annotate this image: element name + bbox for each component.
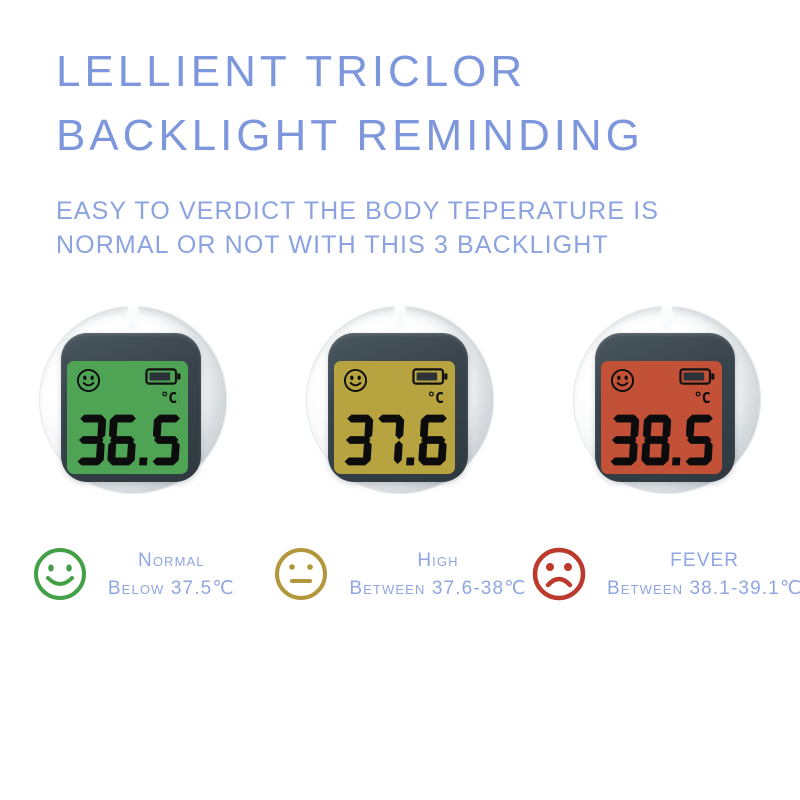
celsius-unit: °C: [426, 389, 444, 408]
legend-high: High Between 37.6-38℃: [267, 546, 534, 602]
smiley-face-icon: [610, 368, 635, 393]
page-subtitle: EASY TO VERDICT THE BODY TEPERATURE IS N…: [56, 194, 770, 262]
lcd-right-stack: °C: [145, 368, 181, 406]
lcd-status-row: °C: [343, 368, 448, 406]
thermometer-fever: °C: [533, 303, 800, 495]
subtitle-line-2: NORMAL OR NOT WITH THIS 3 BACKLIGHT: [56, 231, 609, 260]
lcd-display-green: °C: [67, 361, 189, 475]
thermometer-head: °C: [572, 303, 761, 495]
lcd-status-row: °C: [76, 368, 181, 406]
legend-range: Between 38.1-39.1℃: [606, 577, 800, 599]
thermometer-head: °C: [39, 303, 228, 495]
sad-face-icon: [531, 546, 587, 602]
legend-label: Normal: [137, 549, 205, 571]
subtitle-line-1: EASY TO VERDICT THE BODY TEPERATURE IS: [56, 197, 660, 226]
legend-label: FEVER: [670, 549, 740, 571]
thermometer-head: °C: [305, 303, 494, 495]
page-title: LELLIENT TRICLOR BACKLIGHT REMINDING: [56, 40, 770, 168]
thermometer-row: °C: [0, 303, 800, 495]
lcd-status-row: °C: [610, 368, 715, 406]
screen-bezel: °C: [61, 333, 202, 483]
legend-range: Between 37.6-38℃: [349, 577, 527, 599]
battery-icon: [678, 368, 715, 390]
header: LELLIENT TRICLOR BACKLIGHT REMINDING EAS…: [0, 0, 800, 262]
neutral-face-icon: [273, 546, 329, 602]
title-line-1: LELLIENT TRICLOR: [56, 47, 527, 96]
legend-text: Normal Below 37.5℃: [108, 551, 235, 598]
lcd-right-stack: °C: [412, 368, 448, 406]
happy-face-icon: [32, 546, 88, 602]
thermometer-normal: °C: [0, 303, 267, 495]
highlight-shine: [661, 303, 672, 330]
legend-normal: Normal Below 37.5℃: [0, 546, 267, 602]
title-line-2: BACKLIGHT REMINDING: [56, 111, 644, 161]
temperature-reading: [76, 410, 181, 466]
legend-range: Below 37.5℃: [107, 577, 235, 599]
temperature-reading: [610, 410, 715, 466]
legend-fever: FEVER Between 38.1-39.1℃: [531, 546, 800, 602]
legend-label: High: [417, 549, 459, 571]
lcd-display-red: °C: [600, 361, 722, 475]
legend-text: FEVER Between 38.1-39.1℃: [607, 551, 800, 598]
legend-row: Normal Below 37.5℃ High Between 37.6-38℃…: [0, 546, 800, 602]
legend-text: High Between 37.6-38℃: [349, 551, 526, 598]
highlight-shine: [394, 303, 405, 330]
lcd-display-yellow: °C: [333, 361, 455, 475]
lcd-right-stack: °C: [678, 368, 715, 408]
battery-icon: [412, 368, 448, 390]
screen-bezel: °C: [327, 333, 468, 483]
celsius-unit: °C: [160, 389, 177, 408]
temperature-reading: [343, 410, 448, 466]
battery-icon: [145, 368, 181, 390]
smiley-face-icon: [343, 368, 368, 393]
celsius-unit: °C: [693, 389, 711, 408]
screen-bezel: °C: [594, 333, 735, 483]
highlight-shine: [128, 303, 139, 330]
smiley-face-icon: [76, 368, 101, 393]
thermometer-high: °C: [267, 303, 534, 495]
